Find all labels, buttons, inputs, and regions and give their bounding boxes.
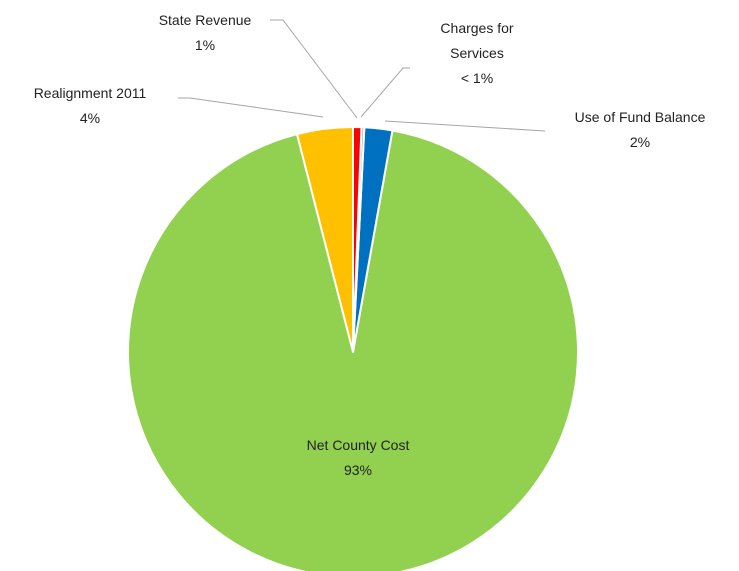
leader-line — [178, 97, 324, 118]
value-label: 93% — [343, 462, 373, 478]
pie-slice — [352, 126, 363, 353]
category-label: Realignment 2011 — [33, 85, 147, 101]
slice-label: Net County Cost 93% — [268, 433, 448, 483]
category-label: Charges for Services — [440, 20, 514, 61]
slice-label: Charges for Services < 1% — [427, 16, 527, 91]
slice-label: Realignment 2011 4% — [5, 81, 175, 131]
value-label: 1% — [194, 37, 216, 53]
category-label: State Revenue — [158, 12, 252, 28]
leader-line — [360, 67, 410, 118]
value-label: 4% — [79, 110, 101, 126]
slice-label: State Revenue 1% — [130, 8, 280, 58]
leader-line — [384, 120, 546, 132]
value-label: 2% — [629, 134, 651, 150]
category-label: Use of Fund Balance — [574, 109, 706, 125]
value-label: < 1% — [460, 70, 494, 86]
category-label: Net County Cost — [306, 437, 410, 453]
leader-line — [270, 19, 358, 119]
slice-label: Use of Fund Balance 2% — [545, 105, 735, 155]
pie-slice — [127, 129, 579, 571]
